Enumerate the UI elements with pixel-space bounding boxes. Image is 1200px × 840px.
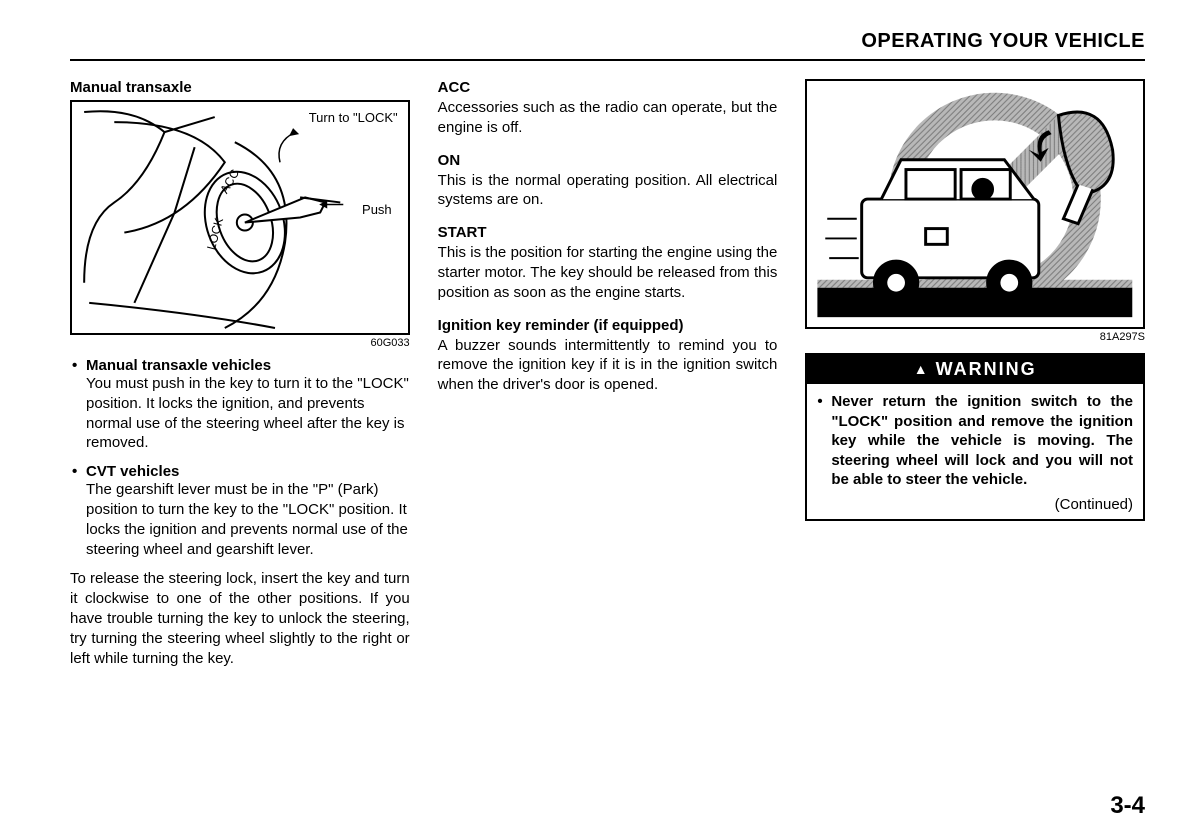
column-right: 81A297S ▲ WARNING Never return the igniti… xyxy=(805,79,1145,668)
bullet-manual-transaxle: Manual transaxle vehicles You must push … xyxy=(70,357,410,453)
warning-bullet: Never return the ignition switch to the … xyxy=(817,392,1133,490)
column-middle: ACC Accessories such as the radio can op… xyxy=(438,79,778,668)
on-text: This is the normal operating position. A… xyxy=(438,171,778,211)
figure1-code: 60G033 xyxy=(70,337,410,349)
on-heading: ON xyxy=(438,152,778,169)
warning-continued: (Continued) xyxy=(817,496,1133,513)
start-text: This is the position for starting the en… xyxy=(438,243,778,302)
figure2-code: 81A297S xyxy=(805,331,1145,343)
column-left: Manual transaxle Turn to "LOCK" Push ACC xyxy=(70,79,410,668)
warning-body: Never return the ignition switch to the … xyxy=(807,384,1143,519)
figure-label-push: Push xyxy=(362,202,392,217)
page-header: OPERATING YOUR VEHICLE xyxy=(70,30,1145,61)
warning-triangle-icon: ▲ xyxy=(914,361,930,377)
bullet-text: The gearshift lever must be in the "P" (… xyxy=(86,481,408,557)
warning-label: WARNING xyxy=(936,359,1037,379)
acc-heading: ACC xyxy=(438,79,778,96)
bullet-cvt: CVT vehicles The gearshift lever must be… xyxy=(70,463,410,559)
warning-text: Never return the ignition switch to the … xyxy=(831,393,1133,488)
reminder-heading: Ignition key reminder (if equipped) xyxy=(438,317,778,334)
vehicle-type-list: Manual transaxle vehicles You must push … xyxy=(70,357,410,559)
release-steering-text: To release the steering lock, insert the… xyxy=(70,569,410,668)
warning-title-bar: ▲ WARNING xyxy=(807,355,1143,384)
start-heading: START xyxy=(438,224,778,241)
manual-transaxle-heading: Manual transaxle xyxy=(70,79,410,96)
acc-text: Accessories such as the radio can operat… xyxy=(438,98,778,138)
bullet-title: Manual transaxle vehicles xyxy=(86,357,271,374)
prohibition-svg xyxy=(807,81,1143,327)
figure-ignition-key: Turn to "LOCK" Push ACC LOCK xyxy=(70,100,410,335)
figure-prohibition xyxy=(805,79,1145,329)
page-number: 3-4 xyxy=(1110,792,1145,820)
reminder-text: A buzzer sounds intermittently to remind… xyxy=(438,336,778,395)
figure-label-turn: Turn to "LOCK" xyxy=(309,110,398,125)
svg-text:LOCK: LOCK xyxy=(204,216,226,251)
content-columns: Manual transaxle Turn to "LOCK" Push ACC xyxy=(70,79,1145,668)
warning-box: ▲ WARNING Never return the ignition switc… xyxy=(805,353,1145,521)
bullet-text: You must push in the key to turn it to t… xyxy=(86,375,409,451)
ignition-diagram-svg: ACC LOCK xyxy=(72,102,408,333)
bullet-title: CVT vehicles xyxy=(86,463,179,480)
